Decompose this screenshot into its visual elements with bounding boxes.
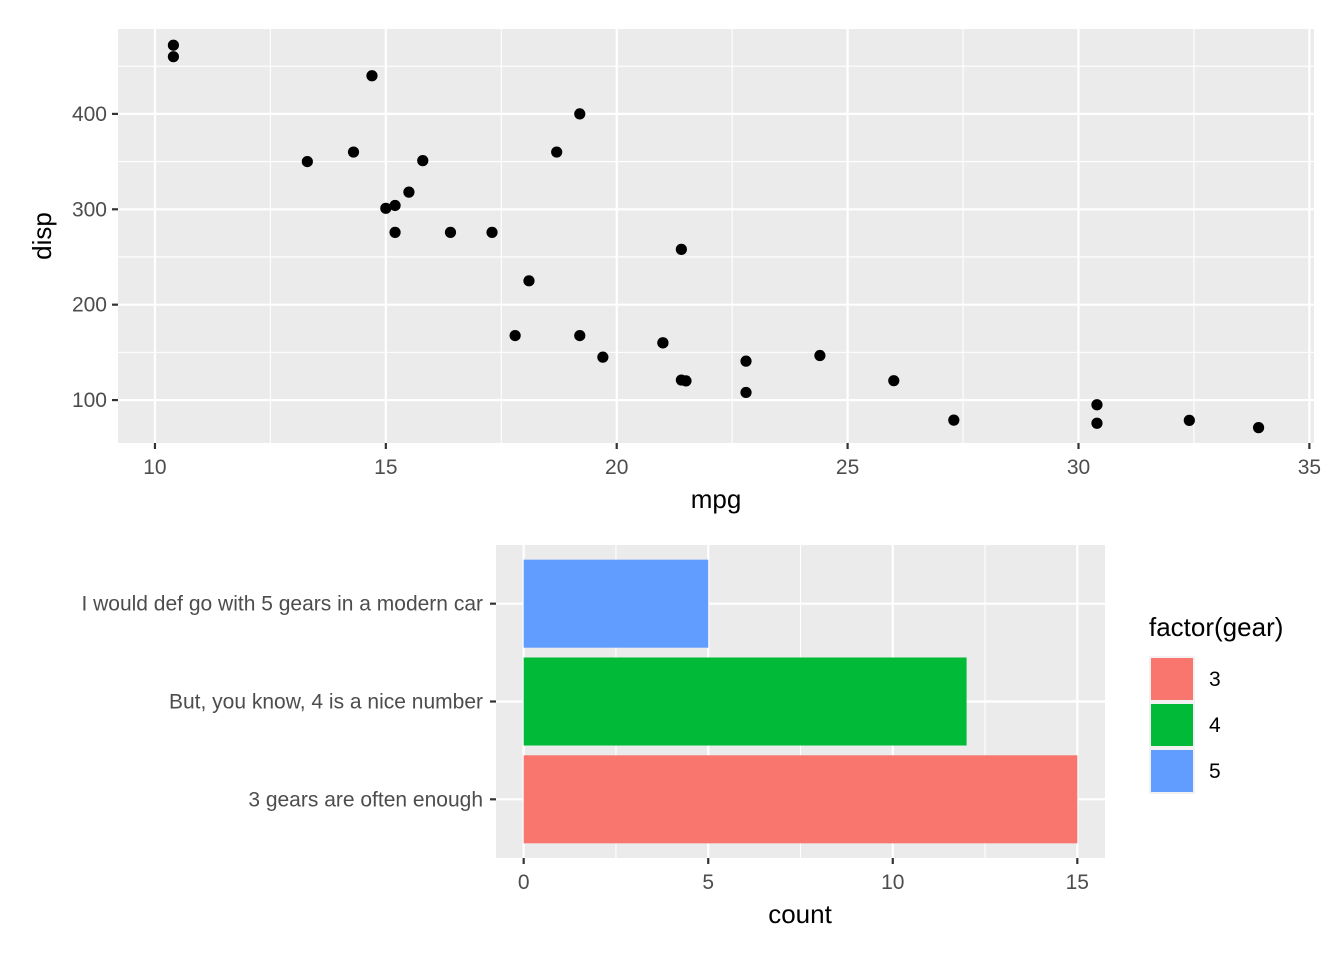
scatter-point [523, 275, 535, 287]
bar-x-tick-label: 0 [518, 871, 530, 894]
scatter-point [574, 329, 586, 342]
scatter-x-tick-label: 25 [836, 456, 859, 479]
scatter-point [1091, 417, 1103, 429]
scatter-points [167, 39, 1265, 434]
scatter-point [1183, 414, 1195, 426]
scatter-point [167, 39, 180, 51]
scatter-panel [118, 29, 1314, 443]
scatter-point [597, 351, 609, 363]
scatter-x-axis-title: mpg [691, 484, 742, 514]
scatter-grid-minor [118, 29, 1314, 443]
bar-category-label: But, you know, 4 is a nice number [169, 691, 483, 714]
scatter-point [444, 226, 457, 238]
scatter-point [1252, 422, 1265, 434]
bar-gear-3 [523, 755, 1078, 844]
bar-x-tick-label: 5 [702, 871, 714, 894]
scatter-point [740, 386, 752, 399]
scatter-point [888, 375, 900, 387]
legend-items: 3 4 5 [1149, 656, 1221, 794]
legend-key-3 [1151, 658, 1193, 700]
bar-chart: 0 5 10 15 3 gears are often enough But, you … [81, 545, 1105, 929]
scatter-point [574, 108, 586, 120]
scatter-y-tick-label: 300 [72, 198, 107, 221]
bar-x-tick-label: 10 [881, 871, 904, 894]
scatter-y-axis-title: disp [27, 212, 57, 260]
scatter-x-tick-label: 35 [1298, 456, 1321, 479]
scatter-point [486, 226, 498, 238]
bar-x-tick-label: 15 [1066, 871, 1089, 894]
scatter-point [417, 155, 429, 167]
bar-rects [523, 559, 1078, 844]
bar-gear-4 [523, 657, 967, 746]
scatter-point [347, 146, 360, 158]
scatter-point [366, 70, 378, 82]
scatter-point [167, 51, 180, 63]
scatter-point [675, 374, 687, 386]
bar-gear-5 [523, 559, 709, 648]
scatter-point [948, 414, 960, 426]
scatter-point [551, 146, 563, 158]
scatter-x-tick-label: 20 [605, 456, 628, 479]
scatter-y-tick-label: 200 [72, 294, 107, 317]
scatter-x-axis: 10 15 20 25 30 35 [143, 443, 1321, 479]
legend-label-3: 3 [1209, 668, 1221, 691]
scatter-y-axis: 100 200 300 400 [72, 103, 118, 412]
legend-key-4 [1151, 704, 1193, 746]
bar-y-axis: 3 gears are often enough But, you know, 4… [81, 593, 496, 811]
legend-label-5: 5 [1209, 760, 1221, 783]
scatter-grid-major [118, 29, 1314, 443]
scatter-point [657, 337, 669, 349]
scatter-x-tick-label: 30 [1067, 456, 1090, 479]
scatter-point [389, 199, 401, 212]
legend-title: factor(gear) [1149, 612, 1283, 642]
scatter-point [814, 349, 826, 362]
scatter-x-tick-label: 10 [143, 456, 166, 479]
scatter-point [301, 155, 313, 168]
bar-category-label: 3 gears are often enough [248, 788, 483, 811]
bar-x-axis: 0 5 10 15 [518, 858, 1089, 894]
scatter-y-tick-label: 400 [72, 103, 107, 126]
scatter-plot: 10 15 20 25 30 35 100 200 300 400 mpg disp [27, 29, 1321, 514]
scatter-point [740, 355, 752, 367]
scatter-point [675, 243, 687, 255]
scatter-point [509, 329, 521, 342]
legend-label-4: 4 [1209, 714, 1221, 737]
scatter-y-tick-label: 100 [72, 389, 107, 412]
scatter-point [403, 186, 415, 198]
scatter-x-tick-label: 15 [374, 456, 397, 479]
scatter-point [380, 202, 392, 214]
bar-x-axis-title: count [768, 899, 832, 929]
scatter-point [1091, 399, 1103, 411]
bar-category-label: I would def go with 5 gears in a modern … [81, 593, 483, 616]
legend: factor(gear) 3 4 5 [1149, 612, 1283, 794]
legend-key-5 [1151, 750, 1193, 792]
scatter-point [389, 226, 401, 238]
